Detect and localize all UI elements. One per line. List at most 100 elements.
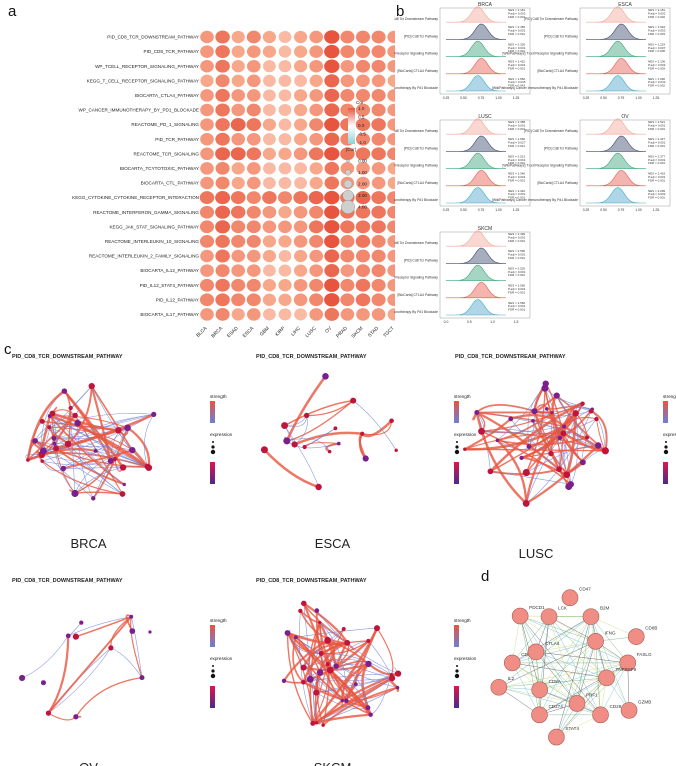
bubble bbox=[294, 279, 308, 292]
network-node bbox=[120, 491, 126, 497]
ridge-curve bbox=[446, 119, 506, 135]
network-title: PID_CD8_TCR_DOWNSTREAM_PATHWAY bbox=[455, 354, 566, 360]
row-label: REACTOME_INTERLEUKIN_10_SIGNALING bbox=[105, 239, 200, 244]
ppi-edge bbox=[556, 641, 595, 737]
size-tick: 4.00 bbox=[358, 205, 367, 210]
bubble bbox=[372, 104, 386, 117]
expression-legend-dot bbox=[456, 441, 458, 443]
network-node bbox=[26, 458, 30, 462]
bubble bbox=[247, 220, 261, 233]
bubble bbox=[215, 118, 230, 131]
bubble bbox=[356, 75, 370, 88]
bubble bbox=[200, 148, 214, 161]
bubble bbox=[263, 250, 276, 262]
bubble bbox=[278, 148, 291, 160]
network-edge bbox=[362, 421, 391, 436]
ridge-x-tick: 0.25 bbox=[583, 96, 590, 100]
network-node bbox=[519, 456, 523, 460]
ridge-curve bbox=[446, 231, 506, 247]
column-label: BRCA bbox=[210, 325, 224, 339]
ridge-curve bbox=[446, 7, 506, 23]
bubble bbox=[215, 293, 230, 306]
ridge-pathway-label: [PID] Cd8 Tcr Pathway bbox=[404, 258, 438, 262]
network-node bbox=[324, 637, 331, 644]
ridge-x-tick: 0.50 bbox=[600, 96, 607, 100]
bubble bbox=[247, 264, 261, 277]
bubble bbox=[309, 118, 323, 131]
network-node bbox=[580, 401, 584, 405]
bubble bbox=[247, 89, 261, 102]
ridge-curve bbox=[446, 265, 506, 281]
bubble bbox=[278, 279, 291, 291]
network-node bbox=[333, 663, 338, 668]
ridge-pathway-label: [WikiPathways] Cancer Immunotherapy By P… bbox=[492, 198, 578, 202]
ppi-gene-label: CD274 bbox=[548, 704, 563, 709]
cor-tick: -1.0 bbox=[358, 140, 366, 145]
ridge-pathway-label: [WikiPathways] Cancer Immunotherapy By P… bbox=[394, 310, 438, 314]
network-node bbox=[545, 407, 549, 411]
bubble bbox=[200, 162, 214, 175]
bubble bbox=[247, 308, 261, 321]
bubble bbox=[200, 220, 214, 233]
bubble bbox=[200, 293, 214, 306]
column-label: LUSC bbox=[304, 325, 318, 339]
ridge-pathway-label: [WikiPathways] T-cell Receptor Signaling… bbox=[394, 52, 438, 56]
bubble bbox=[372, 89, 386, 102]
ridge-stat: FDR = 0.001 bbox=[508, 290, 525, 294]
expression-legend-dot bbox=[211, 669, 214, 672]
ridge-curve bbox=[586, 153, 646, 169]
size-legend-circle bbox=[347, 160, 350, 163]
ppi-gene-label: B2M bbox=[600, 606, 610, 611]
expression-colorbar bbox=[663, 462, 668, 484]
network-node bbox=[341, 699, 344, 702]
panel-b-gsea-ridge-plots: BRCA[PID] Cd8 Tcr Downstream PathwayNES … bbox=[394, 0, 676, 340]
network-title: PID_CD8_TCR_DOWNSTREAM_PATHWAY bbox=[256, 354, 367, 360]
expression-legend-dot bbox=[664, 450, 668, 454]
network-node bbox=[47, 425, 51, 429]
bubble bbox=[341, 264, 355, 277]
bubble bbox=[215, 250, 230, 263]
bubble bbox=[200, 75, 213, 87]
ridge-stat: FDR = 0.001 bbox=[508, 15, 525, 19]
bubble bbox=[215, 147, 230, 160]
network-legend-expression: expression bbox=[663, 432, 676, 437]
ridge-pathway-label: [BioCarta] CTLA4 Pathway bbox=[397, 181, 438, 185]
bubble bbox=[279, 75, 292, 87]
network-node bbox=[317, 669, 323, 675]
network-node bbox=[325, 662, 329, 666]
ridge-pathway-label: [PID] Cd8 Tcr Downstream Pathway bbox=[394, 17, 438, 21]
network-node bbox=[79, 620, 83, 624]
network-node bbox=[46, 711, 51, 716]
bubble bbox=[356, 235, 371, 248]
network-node bbox=[531, 419, 535, 423]
network-node bbox=[40, 448, 47, 455]
row-label: PID_IL12_STAT4_PATHWAY bbox=[140, 283, 199, 288]
network-legend-strength: strength bbox=[454, 394, 471, 399]
expression-legend-dot bbox=[455, 450, 459, 454]
network-node bbox=[543, 380, 549, 386]
network-edge bbox=[465, 449, 606, 451]
bubble bbox=[200, 31, 214, 44]
bubble bbox=[263, 148, 276, 160]
network-node bbox=[523, 469, 530, 476]
bubble bbox=[372, 308, 386, 321]
size-tick: 2.00 bbox=[358, 182, 367, 187]
ridge-curve bbox=[586, 7, 646, 23]
network-node bbox=[315, 721, 318, 724]
network-title: PID_CD8_TCR_DOWNSTREAM_PATHWAY bbox=[12, 354, 123, 360]
row-label: KEGG_T_CELL_RECEPTOR_SIGNALING_PATHWAY bbox=[87, 78, 199, 83]
network-node bbox=[365, 661, 371, 667]
bubble bbox=[215, 220, 230, 233]
bubble bbox=[247, 250, 261, 263]
network-node bbox=[303, 445, 307, 449]
column-label: GBM bbox=[259, 326, 271, 338]
network-node bbox=[285, 630, 291, 636]
cor-tick: 0.0 bbox=[358, 123, 365, 128]
ridge-x-tick: 0.75 bbox=[618, 208, 625, 212]
ridge-stat: FDR = 0.001 bbox=[508, 256, 525, 260]
network-node bbox=[580, 459, 586, 465]
expression-legend-dot bbox=[455, 445, 458, 448]
ridge-curve bbox=[586, 41, 646, 57]
ppi-node bbox=[621, 702, 637, 718]
row-label: PID_IL12_PATHWAY bbox=[156, 297, 199, 302]
